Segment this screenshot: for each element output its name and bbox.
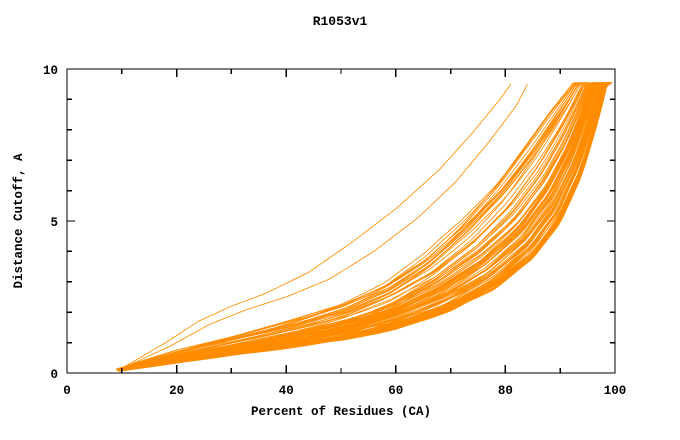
x-axis-label: Percent of Residues (CA) [251,405,431,419]
data-curve-outlier-high-2 [118,83,528,371]
data-curve [118,82,602,372]
x-tick-label: 60 [388,384,403,398]
axis-ticks-group [66,68,616,374]
data-curve-outlier-high-1 [118,83,512,371]
data-curve [118,82,611,371]
axis-tick-labels-group: 0 20 40 60 80 100 0 5 10 [43,64,626,398]
data-curve [118,82,601,372]
data-curve [116,82,594,370]
data-curve [116,82,583,370]
chart-title: R1053v1 [313,14,368,29]
data-curve [116,82,580,371]
x-tick-label: 40 [279,384,294,398]
y-axis-label: Distance Cutoff, A [12,153,26,289]
x-tick-label: 20 [169,384,184,398]
y-tick-label: 0 [50,368,58,382]
x-tick-label: 80 [498,384,513,398]
y-tick-label: 10 [43,64,58,78]
data-curve [117,82,601,371]
data-curve [116,82,589,371]
data-curve [118,82,613,372]
data-curves-group [116,82,613,372]
data-curve [117,82,605,371]
data-curve [117,82,595,371]
data-curve [117,82,598,372]
x-tick-label: 0 [63,384,71,398]
y-tick-label: 5 [50,216,58,230]
x-tick-label: 100 [604,384,627,398]
data-curve [116,82,580,371]
